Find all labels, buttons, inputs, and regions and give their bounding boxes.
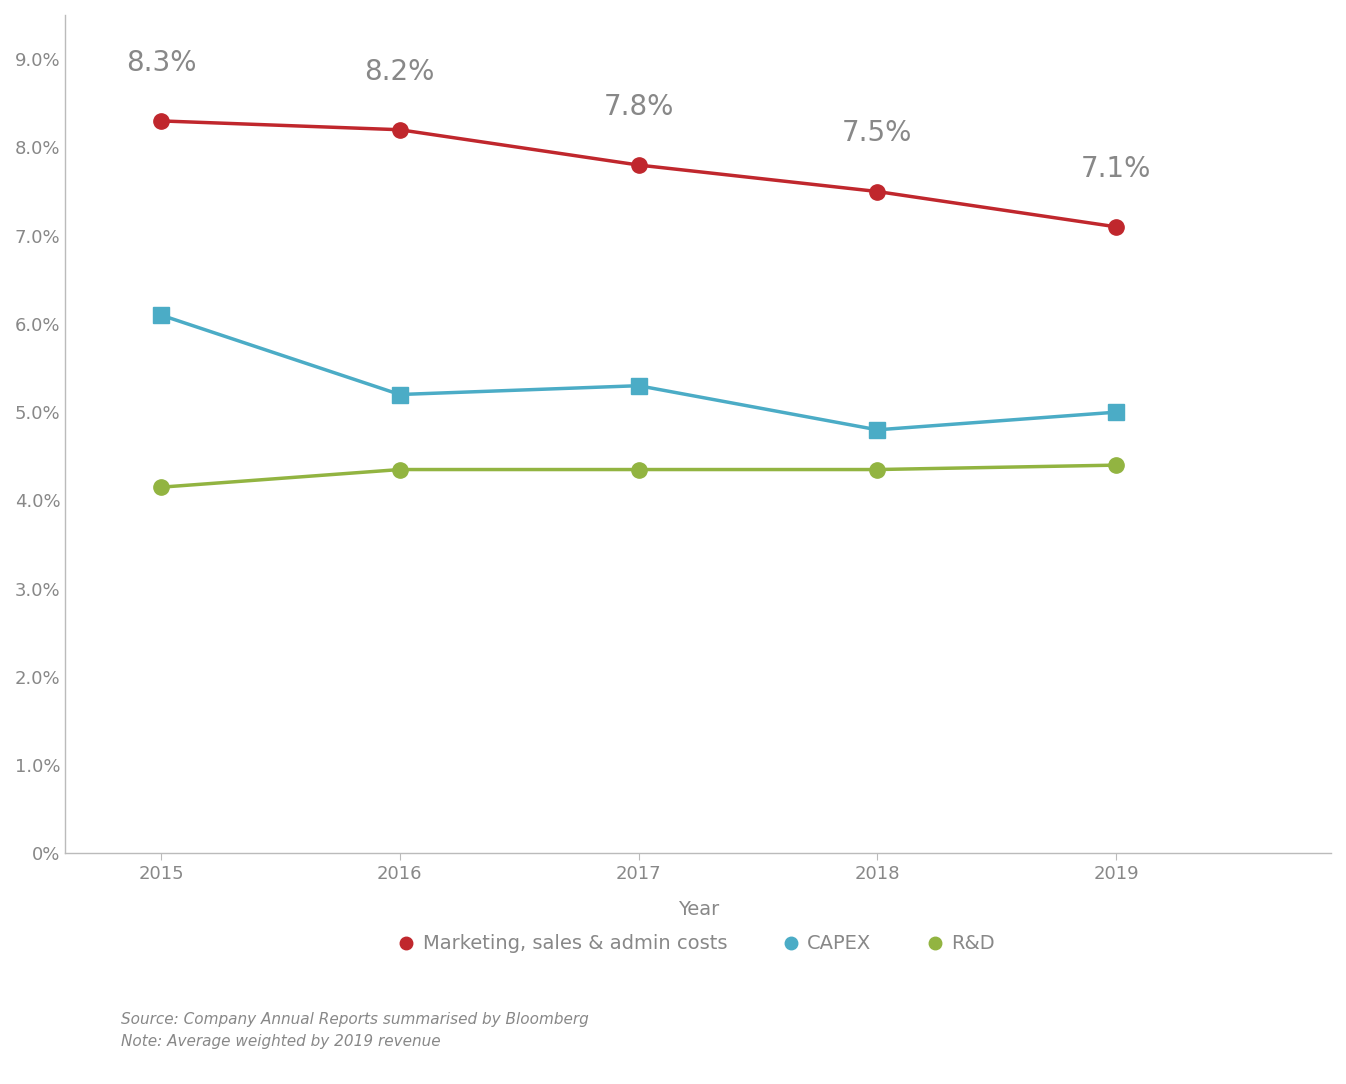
- Text: Note: Average weighted by 2019 revenue: Note: Average weighted by 2019 revenue: [121, 1034, 440, 1049]
- Text: 8.2%: 8.2%: [365, 57, 435, 86]
- Text: 7.5%: 7.5%: [843, 119, 913, 147]
- Text: 7.8%: 7.8%: [603, 93, 674, 121]
- Legend: Marketing, sales & admin costs, CAPEX, R&D: Marketing, sales & admin costs, CAPEX, R…: [394, 927, 1003, 962]
- Text: 8.3%: 8.3%: [125, 49, 197, 77]
- Text: 7.1%: 7.1%: [1081, 155, 1151, 183]
- X-axis label: Year: Year: [677, 900, 719, 919]
- Text: Source: Company Annual Reports summarised by Bloomberg: Source: Company Annual Reports summarise…: [121, 1012, 590, 1028]
